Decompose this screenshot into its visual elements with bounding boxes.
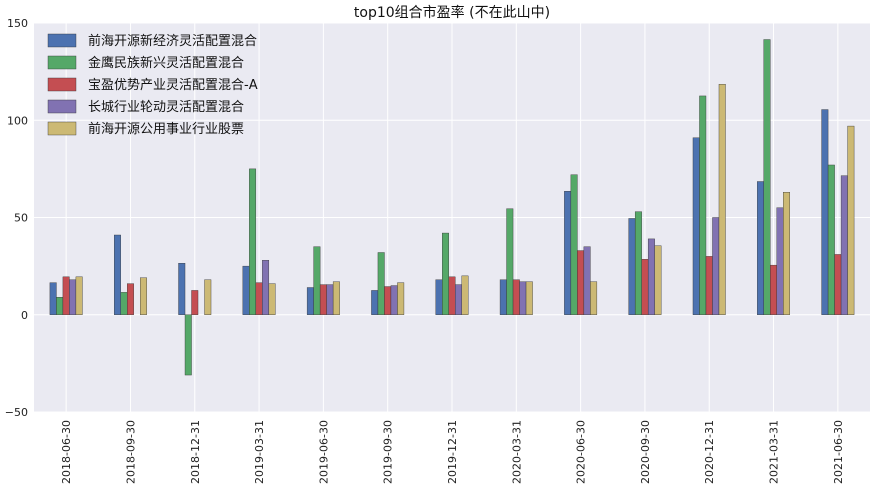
bar bbox=[776, 207, 784, 315]
bar bbox=[570, 174, 578, 315]
bar bbox=[120, 292, 128, 315]
x-tick-label: 2018-09-30 bbox=[124, 420, 137, 484]
legend-swatch bbox=[47, 33, 77, 48]
x-axis-ticks: 2018-06-30 2018-09-30 2018-12-31 2019-03-31… bbox=[60, 420, 845, 484]
bar bbox=[821, 109, 829, 315]
bar bbox=[705, 256, 713, 315]
x-tick-label: 2020-12-31 bbox=[703, 420, 716, 484]
bar bbox=[384, 286, 392, 315]
bar bbox=[519, 281, 527, 315]
bar bbox=[577, 250, 585, 315]
bar bbox=[847, 125, 855, 315]
chart-title: top10组合市盈率 (不在此山中) bbox=[354, 4, 550, 21]
bar bbox=[191, 290, 199, 315]
legend-label: 金鹰民族新兴灵活配置混合 bbox=[88, 55, 244, 71]
bar bbox=[461, 275, 469, 315]
bar bbox=[326, 284, 334, 315]
bar bbox=[390, 285, 398, 315]
bar bbox=[255, 282, 263, 315]
bar bbox=[249, 168, 257, 315]
y-tick-label: 50 bbox=[14, 212, 28, 225]
bar bbox=[783, 192, 790, 315]
bar bbox=[718, 84, 726, 315]
bar bbox=[641, 259, 649, 315]
legend-swatch bbox=[47, 55, 77, 70]
bar bbox=[590, 281, 598, 315]
bar bbox=[757, 181, 764, 315]
y-tick-label: 0 bbox=[21, 309, 28, 322]
bar bbox=[699, 95, 707, 315]
y-tick-label: 100 bbox=[7, 114, 28, 127]
bar bbox=[140, 277, 147, 315]
bar bbox=[62, 276, 70, 315]
bar bbox=[840, 175, 848, 315]
legend-swatch bbox=[47, 77, 77, 92]
bar bbox=[435, 279, 443, 315]
x-tick-label: 2019-12-31 bbox=[446, 420, 459, 484]
bar bbox=[306, 287, 314, 315]
x-tick-label: 2018-06-30 bbox=[60, 420, 73, 484]
bar bbox=[628, 218, 636, 315]
bar bbox=[313, 246, 321, 315]
bar bbox=[319, 284, 327, 315]
bar bbox=[114, 234, 121, 315]
x-tick-label: 2018-12-31 bbox=[189, 420, 202, 484]
bar bbox=[827, 164, 835, 315]
bar bbox=[75, 276, 83, 315]
bar bbox=[583, 246, 591, 315]
bar bbox=[564, 191, 572, 315]
x-tick-label: 2020-06-30 bbox=[575, 420, 588, 484]
bar bbox=[692, 137, 700, 315]
bar bbox=[525, 281, 533, 315]
bars bbox=[49, 39, 855, 376]
bar bbox=[397, 282, 405, 315]
x-tick-label: 2021-03-31 bbox=[768, 420, 781, 484]
bar bbox=[634, 211, 642, 315]
legend-label: 宝盈优势产业灵活配置混合-A bbox=[88, 77, 258, 93]
bar bbox=[178, 263, 186, 315]
bar bbox=[442, 232, 449, 315]
x-tick-label: 2020-09-30 bbox=[639, 420, 652, 484]
x-tick-label: 2019-06-30 bbox=[317, 420, 330, 484]
bar bbox=[499, 279, 507, 315]
x-tick-label: 2021-06-30 bbox=[832, 420, 845, 484]
x-tick-label: 2020-03-31 bbox=[510, 420, 523, 484]
x-tick-label: 2019-09-30 bbox=[382, 420, 395, 484]
bar bbox=[56, 297, 64, 315]
y-axis-ticks: −50 0 50 100 150 bbox=[5, 17, 28, 419]
bar bbox=[204, 279, 212, 315]
legend-label: 前海开源公用事业行业股票 bbox=[88, 121, 244, 137]
legend-label: 前海开源新经济灵活配置混合 bbox=[88, 33, 257, 49]
bar bbox=[49, 282, 57, 315]
bar bbox=[506, 208, 514, 315]
bar bbox=[763, 39, 771, 315]
bar bbox=[371, 290, 379, 315]
bar bbox=[712, 217, 720, 315]
bar bbox=[184, 314, 192, 376]
bar bbox=[332, 281, 340, 315]
bar bbox=[654, 245, 662, 315]
bar bbox=[377, 252, 385, 315]
bar bbox=[512, 279, 520, 315]
bar bbox=[262, 260, 270, 315]
x-tick-label: 2019-03-31 bbox=[253, 420, 266, 484]
bar bbox=[834, 254, 842, 315]
bar bbox=[448, 276, 456, 315]
bar bbox=[242, 265, 250, 315]
legend-swatch bbox=[47, 99, 77, 114]
y-tick-label: 150 bbox=[7, 17, 28, 30]
bar bbox=[127, 283, 134, 315]
legend-swatch bbox=[47, 121, 77, 136]
bar bbox=[647, 238, 655, 315]
bar bbox=[770, 264, 777, 315]
legend-label: 长城行业轮动灵活配置混合 bbox=[88, 100, 244, 115]
bar bbox=[455, 284, 462, 315]
bar bbox=[69, 279, 77, 315]
bar bbox=[268, 283, 276, 315]
y-tick-label: −50 bbox=[5, 406, 28, 419]
